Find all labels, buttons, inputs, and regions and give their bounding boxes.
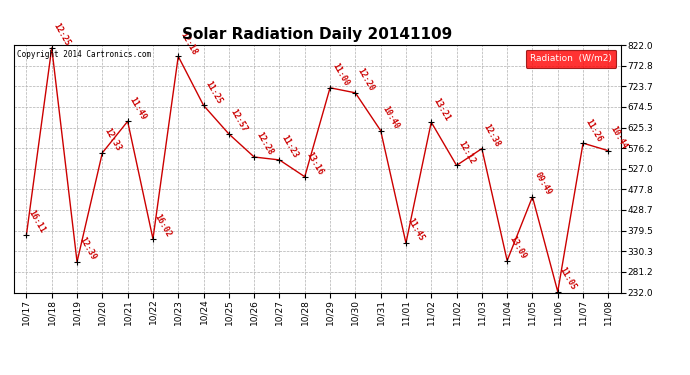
Text: 11:00: 11:00 [330,62,351,88]
Text: 13:21: 13:21 [431,96,451,122]
Text: 12:39: 12:39 [77,236,97,262]
Text: Copyright 2014 Cartronics.com: Copyright 2014 Cartronics.com [17,50,151,59]
Text: 12:20: 12:20 [355,67,375,93]
Text: 12:12: 12:12 [457,139,477,165]
Text: 12:57: 12:57 [229,108,249,134]
Text: 12:25: 12:25 [52,22,72,48]
Text: 09:49: 09:49 [533,171,553,197]
Text: 11:26: 11:26 [583,117,603,143]
Text: 12:18: 12:18 [178,30,199,56]
Text: 16:11: 16:11 [26,209,47,235]
Text: 11:49: 11:49 [128,95,148,122]
Text: 11:23: 11:23 [279,134,299,160]
Title: Solar Radiation Daily 20141109: Solar Radiation Daily 20141109 [182,27,453,42]
Text: 16:02: 16:02 [153,213,173,239]
Text: 12:28: 12:28 [254,131,275,157]
Text: 12:33: 12:33 [102,127,123,153]
Text: 10:44: 10:44 [609,124,629,151]
Text: 11:45: 11:45 [406,217,426,243]
Text: 13:09: 13:09 [507,234,527,261]
Text: 12:38: 12:38 [482,123,502,148]
Text: 11:25: 11:25 [204,79,224,105]
Text: 13:16: 13:16 [305,151,325,177]
Text: 11:05: 11:05 [558,266,578,292]
Text: 10:40: 10:40 [381,104,401,130]
Legend: Radiation  (W/m2): Radiation (W/m2) [526,50,616,68]
